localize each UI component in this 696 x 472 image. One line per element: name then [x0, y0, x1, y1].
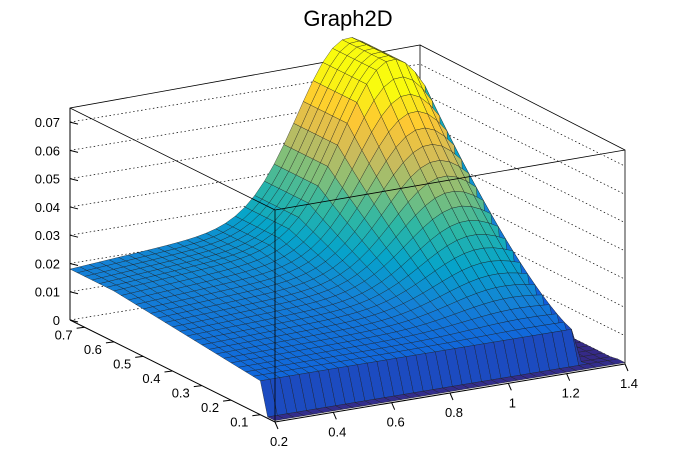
chart-title: Graph2D [303, 6, 393, 31]
z-tick [69, 234, 79, 238]
z-tick [69, 121, 79, 125]
x-tick-label: 0.4 [328, 424, 346, 439]
y-tick-label: 0.2 [201, 400, 219, 415]
y-tick-label: 0.4 [142, 371, 160, 386]
y-tick [164, 370, 173, 373]
x-tick-label: 1.4 [620, 376, 638, 391]
x-tick [624, 363, 629, 372]
y-tick-label: 0.5 [113, 356, 131, 371]
surface-cell [607, 358, 626, 365]
axis-ticks: 0.2 0.4 0.6 0.8 1 1.2 1.4 0.1 0.2 0.3 0.4 0.5 0.6 0.7… [35, 115, 638, 449]
x-tick [507, 383, 512, 391]
y-tick [223, 399, 232, 402]
z-tick-label: 0.03 [35, 228, 60, 243]
y-tick [105, 341, 114, 344]
x-tick [391, 402, 396, 410]
z-tick-label: 0.04 [35, 200, 60, 215]
y-tick [252, 414, 261, 417]
z-tick [69, 291, 79, 295]
x-tick-label: 1 [509, 395, 516, 410]
y-tick-label: 0.6 [84, 342, 102, 357]
x-tick-label: 0.8 [445, 405, 463, 420]
z-tick-label: 0.06 [35, 143, 60, 158]
z-tick [69, 262, 79, 266]
z-tick-label: 0.02 [35, 256, 60, 271]
x-tick-label: 1.2 [562, 386, 580, 401]
z-tick [69, 206, 79, 210]
y-tick-label: 0.7 [55, 327, 73, 342]
z-tick [69, 149, 79, 153]
z-tick [69, 178, 79, 182]
x-tick [274, 421, 279, 430]
x-tick [566, 373, 571, 381]
z-tick-label: 0.01 [35, 285, 60, 300]
z-tick-label: 0.05 [35, 172, 60, 187]
y-tick-label: 0.3 [172, 386, 190, 401]
x-tick-label: 0.6 [387, 415, 405, 430]
y-tick-label: 0.1 [230, 415, 248, 430]
x-tick [332, 412, 337, 420]
z-tick [69, 319, 79, 323]
y-tick [135, 355, 144, 358]
y-tick [193, 385, 202, 388]
surface-mesh [69, 37, 626, 421]
x-tick-label: 0.2 [270, 434, 288, 449]
z-tick-label: 0.07 [35, 115, 60, 130]
x-tick [449, 392, 454, 401]
z-tick-label: 0 [53, 313, 60, 328]
y-tick [76, 326, 85, 329]
